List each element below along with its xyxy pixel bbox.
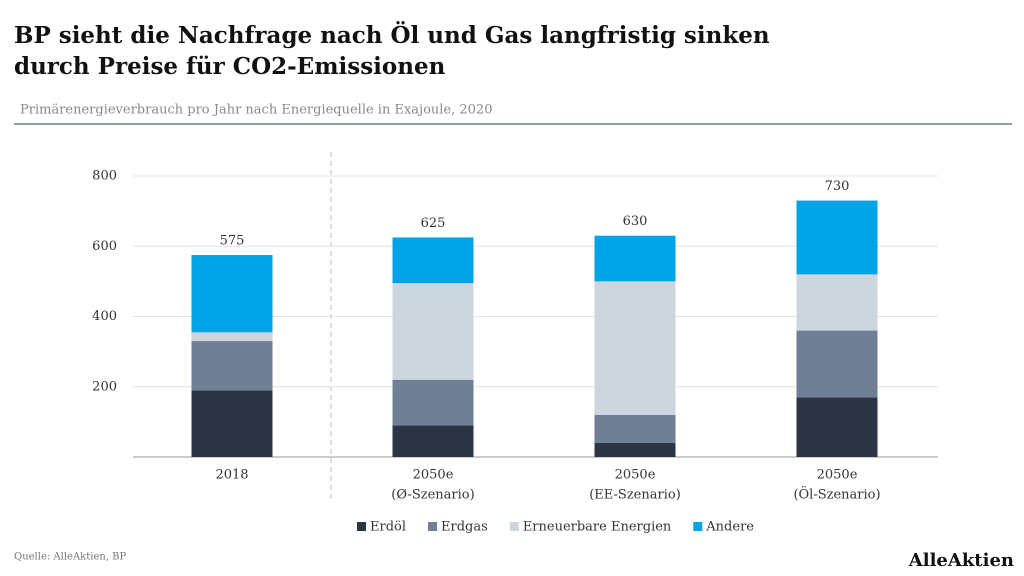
- bar-segment: [594, 414, 676, 443]
- legend-swatch: [357, 522, 367, 531]
- legend-swatch: [509, 522, 519, 531]
- y-tick-label: 800: [92, 169, 117, 184]
- y-tick-label: 200: [92, 379, 117, 394]
- bar-segment: [796, 274, 878, 331]
- total-label: 730: [825, 179, 850, 194]
- bar-segment: [594, 442, 676, 457]
- total-label: 630: [623, 214, 648, 229]
- bar-segment: [594, 281, 676, 415]
- bar-segment: [191, 332, 273, 342]
- bar-segment: [191, 255, 273, 333]
- legend-label: Erdöl: [370, 520, 406, 535]
- bar-segment: [796, 330, 878, 398]
- x-tick-label: (Öl-Szenario): [793, 486, 880, 503]
- source: Quelle: AlleAktien, BP: [14, 552, 127, 563]
- bar-segment: [594, 235, 676, 282]
- x-tick-label: (EE-Szenario): [589, 488, 681, 503]
- bar-segment: [191, 390, 273, 457]
- bar-segment: [392, 237, 474, 284]
- bar-segment: [392, 379, 474, 426]
- chart-title: BP sieht die Nachfrage nach Öl und Gas l…: [14, 21, 770, 49]
- bar-segment: [796, 397, 878, 457]
- chart-title: durch Preise für CO2-Emissionen: [14, 53, 446, 80]
- bar-segment: [392, 425, 474, 457]
- brand: AlleAktien: [908, 550, 1014, 571]
- x-tick-label: (Ø-Szenario): [391, 488, 474, 503]
- total-label: 575: [220, 234, 245, 249]
- legend-label: Erdgas: [441, 520, 488, 535]
- total-label: 625: [421, 216, 446, 231]
- x-tick-label: 2018: [215, 468, 248, 483]
- x-tick-label: 2050e: [817, 468, 858, 483]
- legend-label: Erneuerbare Energien: [523, 520, 672, 535]
- bar-segment: [796, 200, 878, 275]
- bar-segment: [191, 341, 273, 391]
- x-tick-label: 2050e: [413, 468, 454, 483]
- y-tick-label: 600: [92, 239, 117, 254]
- legend-swatch: [693, 522, 703, 531]
- bar-segment: [392, 283, 474, 380]
- legend-label: Andere: [705, 520, 754, 535]
- legend-swatch: [428, 522, 438, 531]
- chart-subtitle: Primärenergieverbrauch pro Jahr nach Ene…: [20, 103, 492, 118]
- x-tick-label: 2050e: [615, 468, 656, 483]
- y-tick-label: 400: [92, 309, 117, 324]
